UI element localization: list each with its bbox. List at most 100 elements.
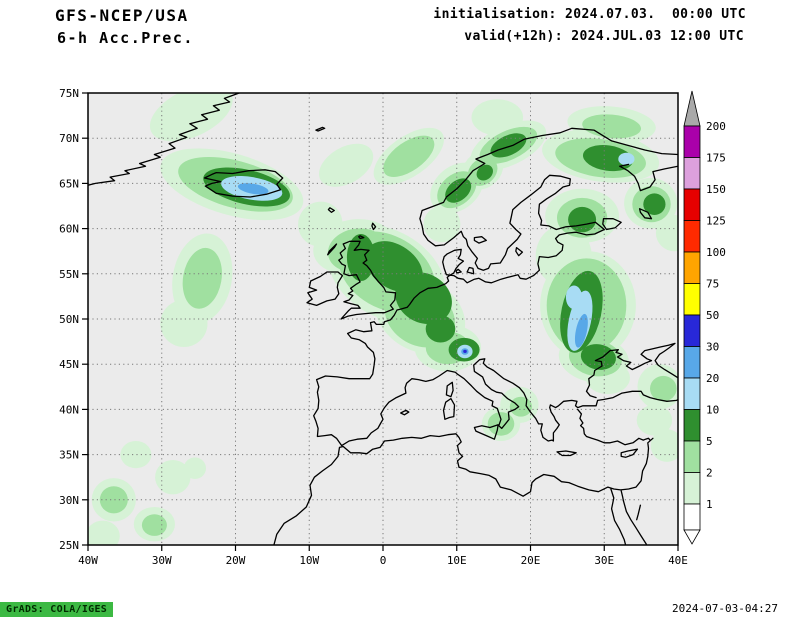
axis-labels: 75N 70N 65N 60N 55N 50N 45N 40N 35N 30N 25N 40W 30W 2… [59, 87, 688, 567]
generation-timestamp: 2024-07-03-04:27 [672, 602, 778, 615]
coastline [556, 450, 577, 457]
precip-region [423, 206, 461, 243]
precip-level-30mm [463, 349, 467, 353]
lat-label: 50N [59, 313, 79, 326]
coastline [306, 271, 344, 307]
coastline [585, 342, 678, 399]
lon-label: 40W [78, 554, 98, 567]
legend-value: 5 [706, 435, 713, 448]
coastline [620, 448, 639, 458]
coastline [273, 433, 654, 545]
precip-region [99, 486, 128, 514]
lat-label: 30N [59, 494, 79, 507]
legend-value: 125 [706, 215, 726, 228]
lon-label: 10W [299, 554, 319, 567]
precip-region [141, 514, 167, 536]
precip-region [636, 404, 673, 436]
coastline [466, 266, 475, 275]
legend-value: 75 [706, 278, 719, 291]
legend-band [683, 472, 701, 505]
legend-band [683, 377, 701, 410]
lon-label: 10E [447, 554, 467, 567]
legend-value: 50 [706, 309, 719, 322]
precip-region [574, 313, 588, 348]
legend-band [683, 346, 701, 379]
precip-region [471, 99, 524, 136]
lat-label: 70N [59, 132, 79, 145]
lon-label: 40E [668, 554, 688, 567]
precip-region [395, 272, 452, 324]
lat-label: 60N [59, 223, 79, 236]
legend-value: 20 [706, 372, 719, 385]
legend-band [683, 409, 701, 442]
precip-region [618, 152, 635, 166]
legend-band [683, 188, 701, 221]
legend-value: 2 [706, 467, 713, 480]
legend-value: 200 [706, 120, 726, 133]
legend-band [683, 157, 701, 190]
color-legend: 200 175 150 125 100 75 50 30 20 10 5 2 1 [683, 90, 726, 545]
precip-region [149, 93, 233, 142]
precip-region [463, 349, 467, 353]
precip-region [445, 178, 472, 203]
coastline [602, 218, 622, 231]
precip-region [183, 457, 206, 480]
coastline [619, 163, 678, 192]
precip-region [650, 429, 678, 462]
precip-region [643, 193, 666, 215]
grads-credit-text: GrADS: COLA/IGES [6, 604, 108, 615]
lon-label: 0 [380, 554, 387, 567]
precip-region [346, 234, 375, 281]
coastline [473, 424, 499, 440]
coastline [338, 240, 397, 320]
legend-value: 100 [706, 246, 726, 259]
header-model: GFS-NCEP/USA [55, 6, 189, 25]
precip-region [655, 215, 678, 252]
coastline [610, 488, 627, 545]
lon-label: 30W [152, 554, 172, 567]
header-valid-time: valid(+12h): 2024.JUL.03 12:00 UTC [464, 29, 744, 44]
coastline [371, 222, 377, 231]
precip-region [182, 247, 222, 309]
lon-label: 20W [226, 554, 246, 567]
lat-label: 55N [59, 268, 79, 281]
coastline [515, 246, 524, 257]
precip-region [383, 135, 435, 177]
precip-region [650, 375, 677, 402]
legend-band-below-min [683, 503, 701, 531]
legend-arrow-bottom [683, 529, 701, 545]
coastline [455, 268, 462, 274]
coastline [577, 408, 651, 446]
legend-value: 30 [706, 341, 719, 354]
legend-band [683, 251, 701, 284]
header-init-time: initialisation: 2024.07.03. 00:00 UTC [433, 7, 746, 22]
coastline [620, 490, 625, 502]
legend-band [683, 220, 701, 253]
coastline [88, 93, 240, 186]
precip-region [580, 344, 616, 370]
coastline [638, 208, 653, 220]
legend-band [683, 440, 701, 473]
legend-band [683, 283, 701, 316]
lat-label: 25N [59, 539, 79, 552]
precip-region [476, 164, 493, 181]
coastline [442, 397, 456, 420]
coastline [358, 235, 365, 240]
coastline [473, 236, 487, 244]
legend-band [683, 125, 701, 158]
coastline [315, 126, 326, 132]
precip-region [88, 520, 120, 545]
coastline [327, 207, 335, 213]
precip-region [565, 285, 583, 310]
coastline [622, 500, 647, 545]
lon-label: 20E [521, 554, 541, 567]
grads-credit-badge: GrADS: COLA/IGES [0, 602, 114, 617]
lat-label: 40N [59, 403, 79, 416]
coastline [327, 243, 338, 256]
header-product: 6-h Acc.Prec. [57, 29, 194, 47]
precip-region [582, 145, 633, 172]
precip-region [425, 315, 456, 343]
precip-region [509, 396, 532, 417]
lat-label: 45N [59, 358, 79, 371]
coastline [636, 504, 642, 521]
